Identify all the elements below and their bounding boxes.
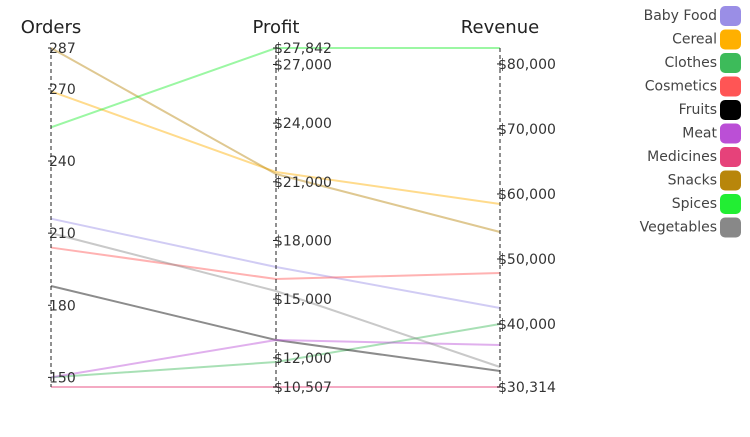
legend-swatch bbox=[720, 100, 741, 120]
legend-label: Meat bbox=[682, 126, 717, 142]
legend-swatch bbox=[720, 170, 741, 191]
tick-label: 240 bbox=[49, 154, 76, 170]
series-line bbox=[50, 339, 501, 379]
tick-label: $12,000 bbox=[274, 351, 332, 367]
tick-label: $27,000 bbox=[274, 57, 332, 73]
axis-title: Profit bbox=[253, 17, 300, 38]
tick-label: 270 bbox=[49, 82, 76, 98]
legend-label: Spices bbox=[672, 196, 717, 212]
series-line bbox=[50, 232, 501, 368]
tick-label: $21,000 bbox=[274, 175, 332, 191]
legend-label: Vegetables bbox=[640, 220, 717, 236]
legend-swatch bbox=[720, 6, 741, 26]
axis-title: Orders bbox=[21, 17, 82, 38]
legend-label: Clothes bbox=[665, 55, 718, 71]
tick-label: $80,000 bbox=[498, 57, 556, 73]
series-line bbox=[50, 323, 501, 379]
tick-label: $27,842 bbox=[274, 41, 332, 57]
legend-label: Medicines bbox=[647, 149, 717, 165]
series-line bbox=[50, 90, 501, 205]
legend-swatch bbox=[720, 194, 741, 214]
tick-label: $18,000 bbox=[274, 233, 332, 249]
tick-label: $30,314 bbox=[498, 380, 556, 396]
legend-swatch bbox=[720, 217, 741, 238]
legend-swatch bbox=[720, 123, 741, 144]
legend-label: Cosmetics bbox=[645, 79, 717, 95]
legend-label: Baby Food bbox=[644, 8, 717, 24]
axis-title: Revenue bbox=[461, 17, 539, 38]
legend-swatch bbox=[720, 147, 741, 167]
legend-swatch bbox=[720, 76, 741, 97]
tick-label: $60,000 bbox=[498, 187, 556, 203]
tick-label: $10,507 bbox=[274, 380, 332, 396]
legend-label: Fruits bbox=[679, 102, 717, 118]
tick-label: 210 bbox=[49, 226, 76, 242]
tick-label: $70,000 bbox=[498, 122, 556, 138]
tick-label: 150 bbox=[49, 370, 76, 386]
tick-label: $15,000 bbox=[274, 292, 332, 308]
series-line bbox=[50, 285, 501, 372]
tick-label: $40,000 bbox=[498, 317, 556, 333]
legend-label: Cereal bbox=[672, 32, 717, 48]
legend-swatch bbox=[720, 29, 741, 50]
legend-label: Snacks bbox=[668, 173, 717, 189]
tick-label: 180 bbox=[49, 298, 76, 314]
legend-swatch bbox=[720, 53, 741, 73]
tick-label: $24,000 bbox=[274, 116, 332, 132]
tick-label: $50,000 bbox=[498, 252, 556, 268]
tick-label: 287 bbox=[49, 41, 76, 57]
